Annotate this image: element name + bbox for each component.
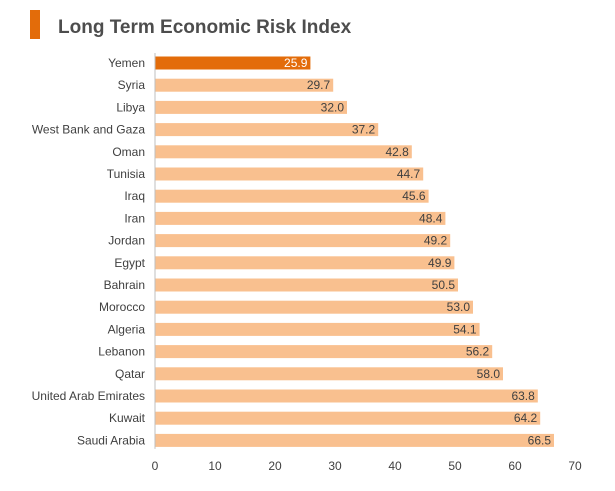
category-label: Libya <box>116 100 145 114</box>
category-label: Iran <box>124 211 145 225</box>
category-label: Jordan <box>108 234 145 248</box>
bar <box>155 167 424 181</box>
data-label: 44.7 <box>397 167 421 181</box>
bar <box>155 123 379 137</box>
bar <box>155 100 347 114</box>
category-label: Kuwait <box>109 411 146 425</box>
x-tick-label: 0 <box>152 459 159 473</box>
data-label: 29.7 <box>307 78 331 92</box>
data-label: 49.2 <box>424 234 448 248</box>
bar <box>155 211 446 225</box>
data-label: 48.4 <box>419 211 443 225</box>
data-label: 49.9 <box>428 256 452 270</box>
data-label: 42.8 <box>385 145 409 159</box>
bar <box>155 256 455 270</box>
x-tick-label: 20 <box>268 459 282 473</box>
category-label: Syria <box>118 78 146 92</box>
title-accent-bar <box>30 10 40 39</box>
data-label: 63.8 <box>511 389 535 403</box>
bar <box>155 78 334 92</box>
category-label: Morocco <box>99 300 145 314</box>
category-label: Saudi Arabia <box>77 433 145 447</box>
x-tick-label: 60 <box>508 459 522 473</box>
bar <box>155 367 503 381</box>
x-tick-label: 30 <box>328 459 342 473</box>
data-label: 37.2 <box>352 123 376 137</box>
category-label: Oman <box>112 145 145 159</box>
x-tick-label: 70 <box>568 459 582 473</box>
bar <box>155 278 458 292</box>
data-label: 54.1 <box>453 322 477 336</box>
x-tick-label: 50 <box>448 459 462 473</box>
category-label: Yemen <box>108 56 145 70</box>
data-label: 58.0 <box>477 367 501 381</box>
bar <box>155 411 541 425</box>
data-label: 64.2 <box>514 411 538 425</box>
category-label: West Bank and Gaza <box>32 123 146 137</box>
category-label: Iraq <box>124 189 145 203</box>
bar <box>155 345 493 359</box>
bar <box>155 56 311 70</box>
category-label: Tunisia <box>107 167 146 181</box>
category-label: Algeria <box>108 322 146 336</box>
data-label: 56.2 <box>466 345 490 359</box>
bar <box>155 322 480 336</box>
data-label: 45.6 <box>402 189 426 203</box>
bar <box>155 300 473 314</box>
chart-title: Long Term Economic Risk Index <box>58 17 352 38</box>
data-label: 25.9 <box>284 56 308 70</box>
x-tick-label: 40 <box>388 459 402 473</box>
x-tick-label: 10 <box>208 459 222 473</box>
data-label: 53.0 <box>447 300 471 314</box>
bar <box>155 389 538 403</box>
category-label: Lebanon <box>98 345 145 359</box>
data-label: 50.5 <box>432 278 456 292</box>
bar <box>155 145 412 159</box>
data-label: 32.0 <box>321 100 345 114</box>
bar <box>155 234 451 248</box>
category-label: United Arab Emirates <box>32 389 145 403</box>
category-label: Egypt <box>114 256 145 270</box>
data-label: 66.5 <box>528 433 552 447</box>
bar <box>155 189 429 203</box>
category-label: Bahrain <box>104 278 145 292</box>
bar <box>155 433 554 447</box>
category-label: Qatar <box>115 367 145 381</box>
